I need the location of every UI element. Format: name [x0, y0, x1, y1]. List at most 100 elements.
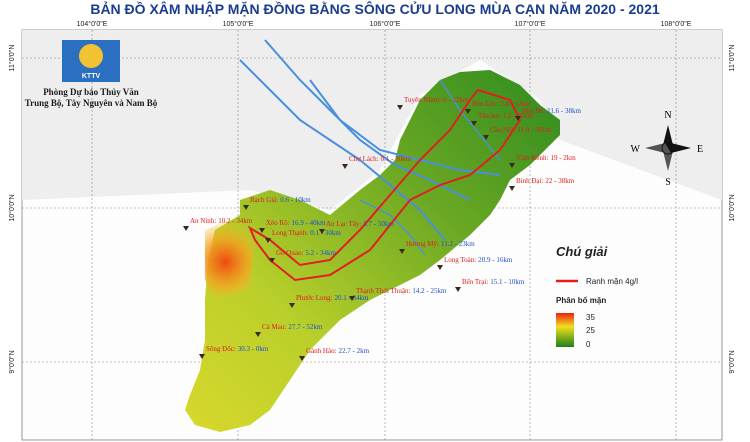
station-label: Thạnh Thới Thuận: 14.2 - 25km — [356, 287, 447, 295]
station-name: An Ninh: — [190, 217, 216, 225]
station-marker — [199, 354, 205, 359]
station-range: 22 - 38km — [545, 177, 574, 185]
station-marker — [455, 287, 461, 292]
station-name: Long Toàn: — [444, 256, 476, 264]
station-range: 20.9 - 16km — [478, 256, 513, 264]
station-marker — [483, 135, 489, 140]
high-salinity — [205, 215, 255, 300]
station-label: An Lạc Tây: 5.7 - 50km — [326, 220, 394, 228]
station-name: Thạnh Thới Thuận: — [356, 287, 410, 295]
station-name: Bến Trại: — [462, 278, 488, 286]
station-label: Chợ Lách: 0.1 - 30km — [349, 155, 412, 163]
org-line: Phòng Dự báo Thủy Văn — [43, 87, 139, 97]
compass-n: N — [664, 110, 671, 121]
station-range: 19 - 2km — [550, 154, 576, 162]
neighbor-land — [22, 30, 722, 210]
station-name: Long Thạnh: — [272, 229, 308, 237]
station-range: 0.6 - 10km — [280, 196, 311, 204]
station-name: Chợ Lách: — [349, 155, 379, 163]
station-label: Long Thạnh: 0.1 - 30km — [272, 229, 341, 237]
station-range: 14.2 - 25km — [412, 287, 447, 295]
longitude-labels: 104°0'0"E 105°0'0"E 106°0'0"E 107°0'0"E … — [77, 20, 692, 28]
station-marker — [265, 238, 271, 243]
station-marker — [515, 116, 521, 121]
station-name: Sông Đốc: — [206, 345, 236, 353]
station-marker — [437, 265, 443, 270]
station-name: Vàm Kênh: — [516, 154, 549, 162]
compass-w: W — [631, 144, 641, 155]
longitude-label: 108°0'0"E — [661, 20, 692, 28]
station-name: Bình Đại: — [516, 177, 543, 185]
station-marker — [465, 109, 471, 114]
station-range: 0.1 - 30km — [381, 155, 412, 163]
station-label: Gành Hào: 22.7 - 2km — [306, 347, 370, 355]
compass: N S W E — [631, 110, 704, 188]
legend-scale-label: 35 — [586, 313, 595, 322]
station-range: 27.7 - 52km — [288, 323, 323, 331]
latitude-label: 10°0'0"N — [728, 194, 736, 221]
station-label: Bến Lức: 2.4 - 52km — [472, 100, 531, 108]
station-label: Xẻo Rô: 16.9 - 40km — [266, 219, 326, 227]
station-name: Hương Mỹ: — [406, 240, 439, 248]
organization: KTTV Phòng Dự báo Thủy Văn Trung Bộ, Tây… — [25, 40, 158, 108]
org-line: Trung Bộ, Tây Nguyên và Nam Bộ — [25, 98, 158, 108]
stations: Tuyên Nhơn: 0 - 12km Bến Lức: 2.4 - 52km Tân… — [183, 96, 581, 361]
station-marker — [319, 229, 325, 234]
station-marker — [399, 249, 405, 254]
station-marker — [509, 186, 515, 191]
station-range: 16.9 - 40km — [292, 219, 327, 227]
legend-distribution-title: Phân bố mặn — [556, 296, 606, 305]
station-name: Nhà Bè: — [522, 107, 545, 115]
station-label: Nhà Bè: 11.6 - 38km — [522, 107, 581, 115]
latitude-label: 10°0'0"N — [8, 194, 16, 221]
legend-boundary: Ranh mặn 4g/l — [586, 277, 638, 286]
station-range: 11.6 - 38km — [547, 107, 581, 115]
station-range: 15.1 - 10km — [490, 278, 525, 286]
compass-e: E — [697, 144, 703, 155]
station-range: 11.2 - 23km — [441, 240, 475, 248]
station-name: Cà Mau: — [262, 323, 286, 331]
longitude-label: 105°0'0"E — [223, 20, 254, 28]
legend-colorbar — [556, 313, 574, 347]
delta-land — [185, 70, 560, 432]
compass-s: S — [665, 177, 671, 188]
station-label: Cầu Nổi: 11.9 - 36km — [490, 126, 552, 134]
station-range: 5.7 - 50km — [363, 220, 394, 228]
station-label: Sông Đốc: 30.3 - 0km — [206, 345, 269, 353]
station-marker — [243, 205, 249, 210]
station-name: Xẻo Rô: — [266, 219, 290, 227]
station-range: 10.2 - 34km — [218, 217, 253, 225]
latitude-label: 11°0'0"N — [8, 45, 16, 72]
station-name: Gành Hào: — [306, 347, 337, 355]
station-name: Bến Lức: — [472, 100, 498, 108]
logo-emblem — [79, 44, 103, 68]
legend-scale-label: 0 — [586, 340, 591, 349]
station-marker — [183, 226, 189, 231]
station-name: Tân An: — [478, 112, 501, 120]
station-label: Cà Mau: 27.7 - 52km — [262, 323, 323, 331]
station-label: Bình Đại: 22 - 38km — [516, 177, 575, 185]
station-marker — [289, 303, 295, 308]
station-name: Cầu Nổi: — [490, 126, 516, 134]
station-name: Phước Long: — [296, 294, 333, 302]
station-marker — [349, 296, 355, 301]
latitude-label: 11°0'0"N — [728, 45, 736, 72]
station-marker — [255, 332, 261, 337]
station-marker — [509, 163, 515, 168]
station-label: Hương Mỹ: 11.2 - 23km — [406, 240, 475, 248]
station-marker — [269, 258, 275, 263]
station-label: Long Toàn: 20.9 - 16km — [444, 256, 513, 264]
station-label: Vàm Kênh: 19 - 2km — [516, 154, 576, 162]
station-label: An Ninh: 10.2 - 34km — [190, 217, 253, 225]
latitude-labels: 11°0'0"N 10°0'0"N 9°0'0"N 11°0'0"N 10°0'… — [8, 45, 736, 374]
station-name: An Lạc Tây: — [326, 220, 361, 228]
station-label: Rạch Giá: 0.6 - 10km — [250, 196, 311, 204]
station-range: 0 - 12km — [443, 96, 469, 104]
station-marker — [259, 228, 265, 233]
station-name: Tuyên Nhơn: — [404, 96, 441, 104]
station-name: Rạch Giá: — [250, 196, 278, 204]
salinity-boundary — [247, 88, 522, 282]
latitude-label: 9°0'0"N — [728, 350, 736, 373]
longitude-label: 107°0'0"E — [515, 20, 546, 28]
